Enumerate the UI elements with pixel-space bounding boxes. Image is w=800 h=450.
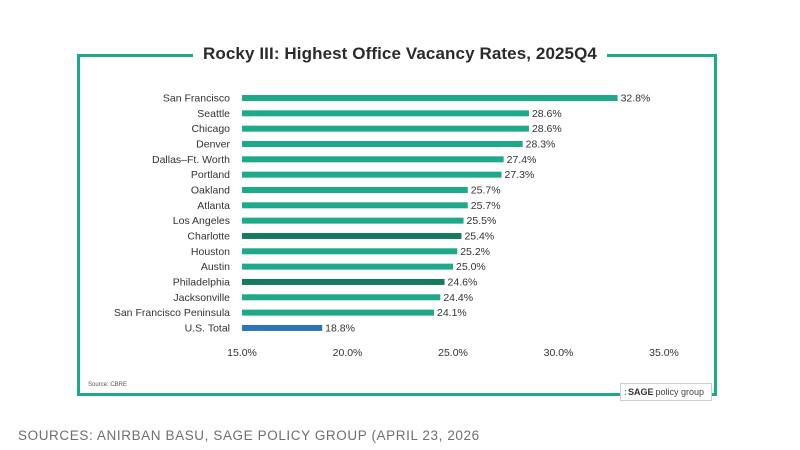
category-label: San Francisco [163, 93, 230, 105]
logo-brand: SAGE [628, 387, 654, 397]
category-label: Chicago [191, 123, 230, 135]
bar [242, 202, 468, 209]
bar [242, 110, 529, 117]
category-label: Dallas–Ft. Worth [152, 154, 230, 166]
value-label: 18.8% [325, 322, 355, 334]
category-label: San Francisco Peninsula [114, 307, 230, 319]
category-label: Austin [201, 261, 230, 273]
bar [242, 95, 618, 101]
bar [242, 324, 323, 331]
value-label: 24.1% [437, 307, 467, 319]
logo-subtext: policy group [655, 387, 705, 397]
category-label: Atlanta [197, 200, 230, 212]
source-note: Source: CBRE [88, 382, 128, 388]
category-label: Charlotte [187, 230, 230, 242]
value-label: 25.2% [460, 246, 490, 258]
value-label: 32.8% [621, 93, 651, 105]
value-label: 25.5% [467, 215, 497, 227]
value-label: 25.7% [471, 184, 501, 196]
x-tick-label: 20.0% [333, 347, 363, 359]
bar [242, 156, 504, 163]
value-label: 24.6% [448, 276, 478, 288]
chart-title-wrap: Rocky III: Highest Office Vacancy Rates,… [0, 44, 800, 64]
bar [242, 125, 529, 132]
x-tick-label: 15.0% [227, 347, 257, 359]
value-label: 25.4% [464, 230, 494, 242]
bar [242, 171, 502, 178]
bar [242, 217, 464, 224]
bar [242, 294, 441, 301]
bar [242, 263, 453, 270]
value-label: 28.3% [526, 138, 556, 150]
value-label: 25.0% [456, 261, 486, 273]
category-label: Oakland [191, 184, 230, 196]
category-label: Portland [191, 169, 230, 181]
category-label: Denver [196, 138, 230, 150]
category-label: Jacksonville [173, 292, 230, 304]
category-label: Philadelphia [173, 276, 230, 288]
bar [242, 309, 435, 316]
caption: SOURCES: ANIRBAN BASU, SAGE POLICY GROUP… [18, 428, 480, 443]
category-label: U.S. Total [185, 322, 230, 334]
category-label: Los Angeles [173, 215, 230, 227]
logo-mark: : [624, 387, 627, 397]
x-tick-label: 30.0% [544, 347, 574, 359]
bar [242, 140, 523, 147]
bar [242, 186, 468, 193]
value-label: 24.4% [443, 292, 473, 304]
chart-title: Rocky III: Highest Office Vacancy Rates,… [193, 44, 607, 64]
x-tick-label: 25.0% [438, 347, 468, 359]
value-label: 28.6% [532, 123, 562, 135]
bar [242, 232, 462, 239]
value-label: 25.7% [471, 200, 501, 212]
x-tick-label: 35.0% [649, 347, 679, 359]
sage-policy-group-logo: : SAGE policy group [620, 383, 712, 401]
value-label: 27.3% [505, 169, 535, 181]
category-label: Seattle [197, 108, 230, 120]
bar [242, 278, 445, 285]
value-label: 27.4% [507, 154, 537, 166]
bar [242, 248, 458, 255]
value-label: 28.6% [532, 108, 562, 120]
category-label: Houston [191, 246, 230, 258]
